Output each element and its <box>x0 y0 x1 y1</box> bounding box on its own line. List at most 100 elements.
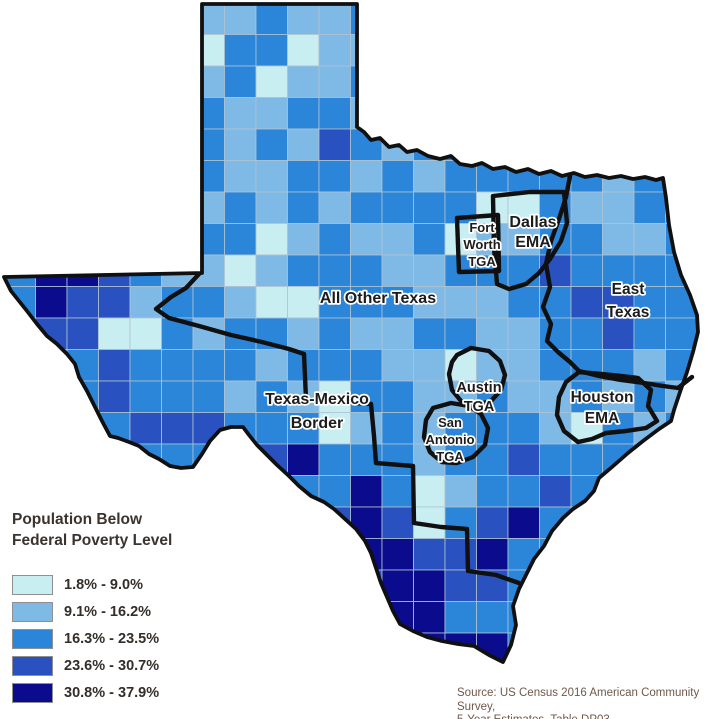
county-cell <box>287 160 320 193</box>
county-cell <box>35 65 68 98</box>
county-cell <box>665 317 698 350</box>
county-cell <box>381 317 414 350</box>
region-label-east-texas-line-1: East <box>612 281 645 298</box>
region-labels: Fort Worth TGA Dallas EMA East Texas All Other … <box>263 212 651 465</box>
county-cell <box>539 349 572 382</box>
county-cell <box>570 223 603 256</box>
county-cell <box>381 632 414 662</box>
county-cell <box>255 34 288 67</box>
county-cell <box>633 349 666 382</box>
county-cell <box>476 4 509 35</box>
county-cell <box>413 254 446 287</box>
county-cell <box>539 601 572 634</box>
county-cell <box>570 506 603 539</box>
county-cell <box>570 632 603 662</box>
county-cell <box>570 128 603 161</box>
county-cell <box>570 34 603 67</box>
county-cell <box>633 569 666 602</box>
county-cell <box>318 65 351 98</box>
county-cell <box>413 160 446 193</box>
county-cell <box>35 128 68 161</box>
county-cell <box>444 4 477 35</box>
county-cell <box>570 286 603 319</box>
county-cell <box>35 97 68 130</box>
county-cell <box>192 349 225 382</box>
county-cell <box>602 506 635 539</box>
county-cell <box>633 191 666 224</box>
county-cell <box>129 317 162 350</box>
county-cell <box>287 97 320 130</box>
county-cell <box>602 65 635 98</box>
county-cell <box>129 4 162 35</box>
county-cell <box>4 254 36 287</box>
county-cell <box>287 128 320 161</box>
county-cell <box>161 34 194 67</box>
county-cell <box>507 317 540 350</box>
county-cell <box>381 223 414 256</box>
county-cell <box>507 97 540 130</box>
county-cell <box>66 286 99 319</box>
county-cell <box>539 34 572 67</box>
county-cell <box>192 569 225 602</box>
county-cell <box>602 191 635 224</box>
county-cell <box>507 538 540 571</box>
county-cell <box>665 538 698 571</box>
county-cell <box>633 317 666 350</box>
county-cell <box>129 191 162 224</box>
county-cell <box>665 506 698 539</box>
county-cell <box>602 34 635 67</box>
county-cell <box>287 506 320 539</box>
county-cell <box>413 538 446 571</box>
county-cell <box>161 349 194 382</box>
county-cell <box>476 97 509 130</box>
county-cell <box>381 65 414 98</box>
county-cell <box>318 538 351 571</box>
county-cell <box>255 254 288 287</box>
county-cell <box>287 4 320 35</box>
county-cell <box>318 128 351 161</box>
county-cell <box>192 97 225 130</box>
county-cell <box>476 128 509 161</box>
county-cell <box>413 601 446 634</box>
county-cell <box>507 254 540 287</box>
county-cell <box>381 506 414 539</box>
county-cell <box>633 128 666 161</box>
county-cell <box>35 254 68 287</box>
county-cell <box>161 443 194 476</box>
county-cell <box>287 223 320 256</box>
county-cell <box>665 632 698 662</box>
region-label-san-antonio-tga-line-3: TGA <box>436 449 464 464</box>
county-cell <box>318 569 351 602</box>
county-cell <box>224 632 257 662</box>
county-cell <box>570 443 603 476</box>
source-note: Source: US Census 2016 American Communit… <box>457 687 721 719</box>
legend-row: 1.8% - 9.0% <box>12 571 172 598</box>
county-cell <box>539 569 572 602</box>
county-cell <box>633 4 666 35</box>
county-cell <box>35 349 68 382</box>
county-cell <box>570 191 603 224</box>
county-cell <box>318 632 351 662</box>
county-cell <box>602 538 635 571</box>
county-cell <box>4 223 36 256</box>
county-cell <box>98 254 131 287</box>
region-label-austin-tga-line-2: TGA <box>464 399 495 415</box>
county-cell <box>161 128 194 161</box>
county-cell <box>350 412 383 445</box>
county-cell <box>255 160 288 193</box>
county-cell <box>665 97 698 130</box>
county-cell <box>224 601 257 634</box>
county-cell <box>633 286 666 319</box>
county-cell <box>4 380 36 413</box>
county-cell <box>66 65 99 98</box>
county-cell <box>255 569 288 602</box>
county-cell <box>476 65 509 98</box>
county-cell <box>98 191 131 224</box>
county-cell <box>224 160 257 193</box>
county-cell <box>318 97 351 130</box>
county-cell <box>129 254 162 287</box>
county-cell <box>192 538 225 571</box>
county-cell <box>381 4 414 35</box>
county-cell <box>161 97 194 130</box>
county-cell <box>129 223 162 256</box>
